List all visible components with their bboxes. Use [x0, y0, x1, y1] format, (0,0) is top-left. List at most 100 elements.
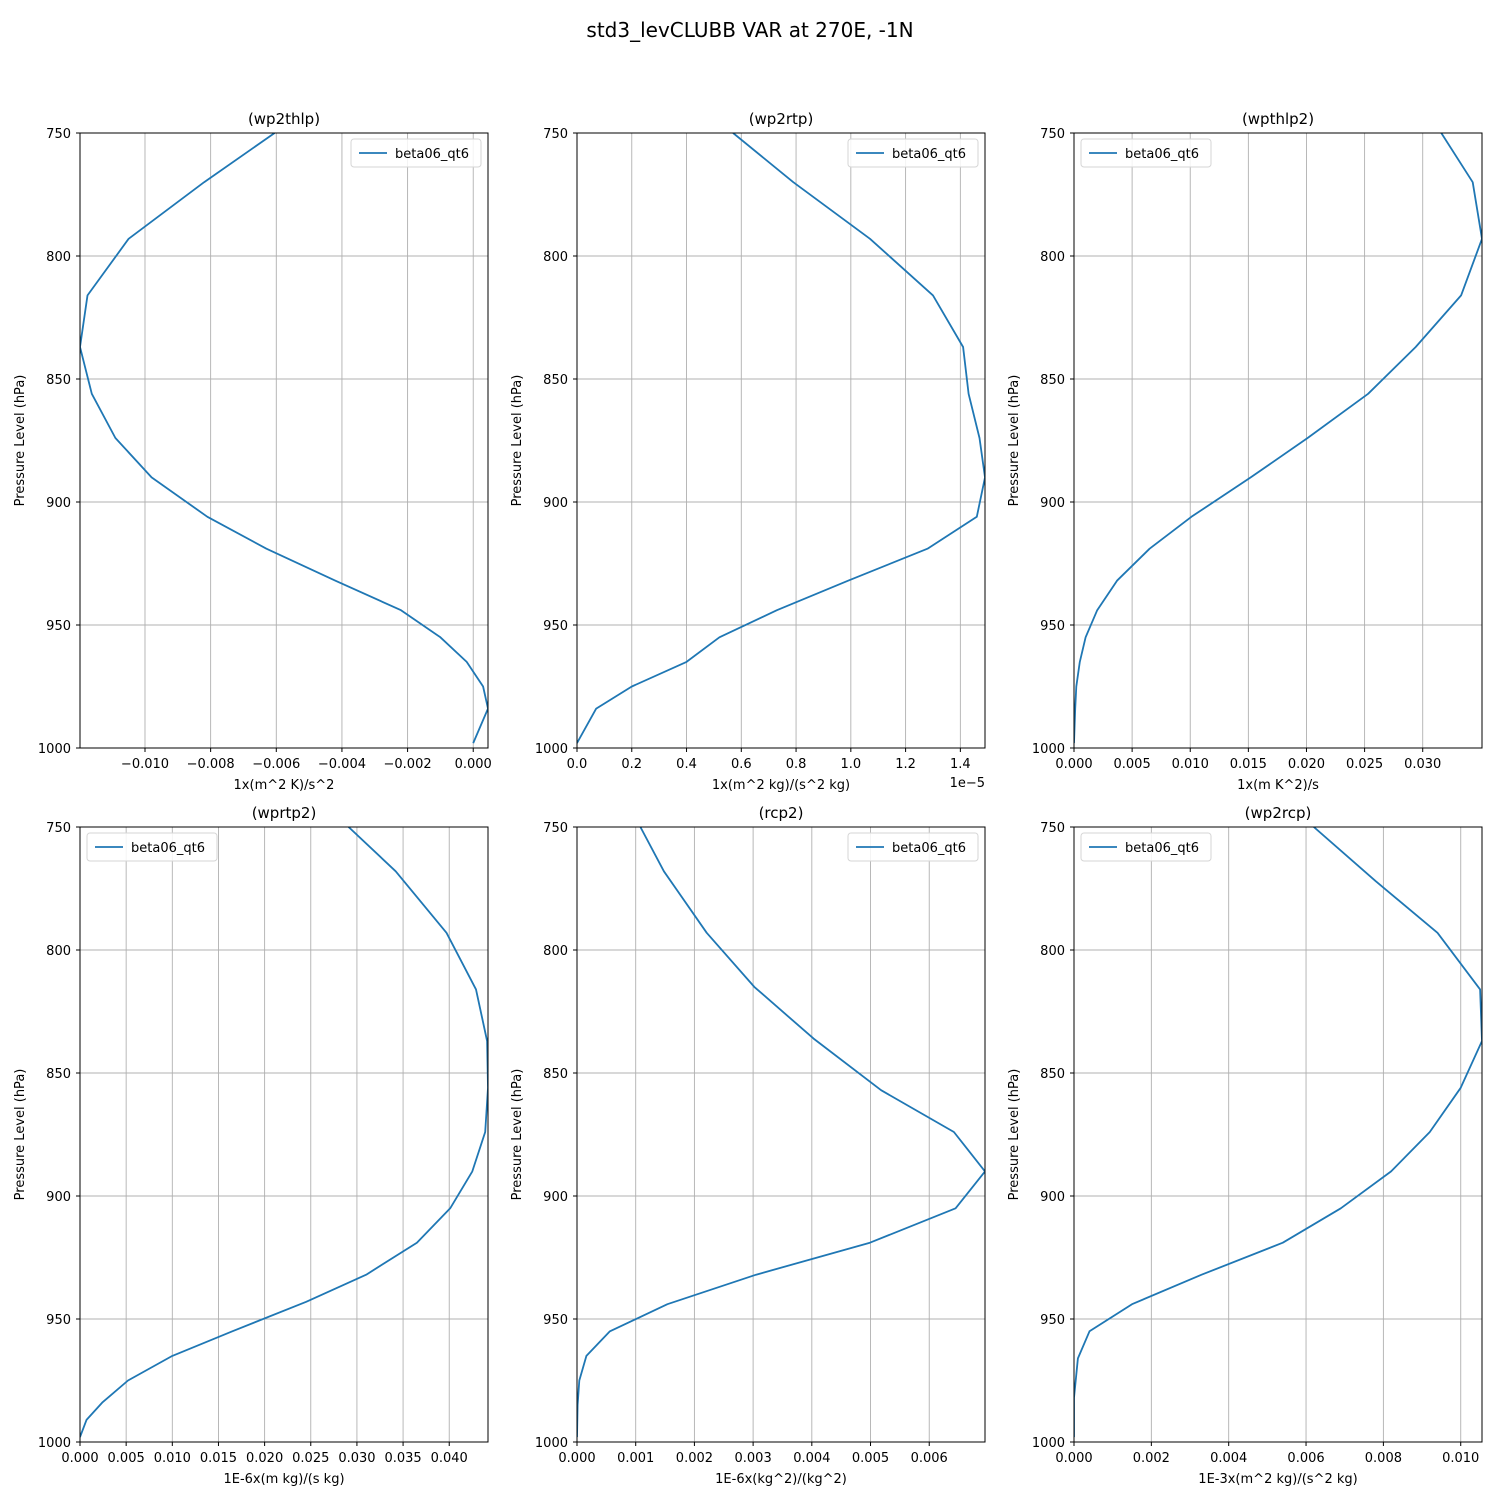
y-tick-label: 1000 [38, 742, 71, 757]
legend: beta06_qt6 [1080, 138, 1212, 168]
y-tick-label: 900 [1040, 1190, 1065, 1205]
y-tick-label: 950 [1040, 1313, 1065, 1328]
figure-title: std3_levCLUBB VAR at 270E, -1N [586, 18, 913, 42]
x-tick-label: −0.004 [318, 757, 366, 772]
legend-label: beta06_qt6 [131, 841, 205, 856]
y-axis-label: Pressure Level (hPa) [510, 1069, 525, 1201]
y-tick-label: 750 [46, 127, 71, 142]
y-tick-label: 1000 [1032, 742, 1065, 757]
plot-area [79, 826, 489, 1443]
x-tick-label: 0.010 [154, 1451, 191, 1466]
x-tick-label: 0.015 [200, 1451, 237, 1466]
panel-title: (wp2rcp) [1245, 804, 1312, 822]
x-tick-label: 0.005 [852, 1451, 889, 1466]
x-tick-label: 0.000 [1055, 1451, 1092, 1466]
y-tick-label: 750 [543, 127, 568, 142]
x-tick-label: 0.000 [61, 1451, 98, 1466]
legend-box [1080, 138, 1212, 168]
y-tick-label: 800 [46, 250, 71, 265]
x-tick-label: 0.002 [676, 1451, 713, 1466]
x-tick-label: 0.4 [676, 757, 697, 772]
y-tick-label: 750 [1040, 127, 1065, 142]
x-tick-label: 0.010 [1442, 1451, 1479, 1466]
chart-panel: 0.000 0.001 0.002 0.003 0.004 0.005 0.006 750 80… [510, 804, 986, 1487]
series-line [80, 133, 488, 744]
y-tick-label: 800 [46, 944, 71, 959]
x-tick-label: 0.005 [108, 1451, 145, 1466]
x-tick-label: 0.6 [731, 757, 752, 772]
x-tick-label: −0.002 [384, 757, 432, 772]
x-tick-label: 0.003 [735, 1451, 772, 1466]
legend: beta06_qt6 [350, 138, 482, 168]
legend: beta06_qt6 [1080, 832, 1212, 862]
legend-box [86, 832, 218, 862]
legend-box [1080, 832, 1212, 862]
x-axis-label: 1E-6x(kg^2)/(kg^2) [715, 1472, 847, 1487]
y-tick-label: 950 [543, 1313, 568, 1328]
y-tick-label: 850 [1040, 373, 1065, 388]
x-tick-label: 0.025 [1346, 757, 1383, 772]
chart-panel: 0.000 0.005 0.010 0.015 0.020 0.025 0.030 750 80… [1007, 110, 1483, 793]
legend-label: beta06_qt6 [1125, 147, 1199, 162]
x-tick-label: 0.006 [1287, 1451, 1324, 1466]
y-tick-label: 900 [543, 496, 568, 511]
x-tick-label: 0.001 [617, 1451, 654, 1466]
x-tick-label: 0.000 [1055, 757, 1092, 772]
x-tick-label: 0.004 [1210, 1451, 1247, 1466]
panel-title: (rcp2) [759, 804, 804, 822]
y-axis-label: Pressure Level (hPa) [510, 375, 525, 507]
y-tick-label: 800 [1040, 944, 1065, 959]
y-tick-label: 1000 [1032, 1436, 1065, 1451]
x-axis-label: 1x(m K^2)/s [1237, 778, 1319, 793]
legend-box [847, 138, 979, 168]
legend: beta06_qt6 [86, 832, 218, 862]
x-tick-label: −0.008 [187, 757, 235, 772]
x-axis-label: 1E-3x(m^2 kg)/(s^2 kg) [1198, 1472, 1357, 1487]
legend: beta06_qt6 [847, 138, 979, 168]
y-tick-label: 850 [1040, 1067, 1065, 1082]
x-tick-label: 0.002 [1133, 1451, 1170, 1466]
y-tick-label: 950 [543, 619, 568, 634]
y-axis-label: Pressure Level (hPa) [1007, 375, 1022, 507]
y-tick-label: 1000 [38, 1436, 71, 1451]
y-axis-label: Pressure Level (hPa) [13, 1069, 28, 1201]
y-tick-label: 750 [46, 821, 71, 836]
x-tick-label: −0.010 [121, 757, 169, 772]
panels: −0.010 −0.008 −0.006 −0.004 −0.002 0.000 750 80… [13, 110, 1483, 1487]
y-tick-label: 950 [46, 619, 71, 634]
y-tick-label: 850 [46, 1067, 71, 1082]
x-tick-label: 0.010 [1172, 757, 1209, 772]
chart-panel: 0.000 0.005 0.010 0.015 0.020 0.025 0.030 0.035… [13, 804, 489, 1487]
plot-area [79, 132, 489, 749]
series-line [577, 133, 985, 744]
legend-label: beta06_qt6 [892, 147, 966, 162]
x-tick-label: 0.000 [558, 1451, 595, 1466]
x-tick-label: 1.4 [950, 757, 971, 772]
x-tick-label: 0.015 [1230, 757, 1267, 772]
y-tick-label: 1000 [535, 742, 568, 757]
legend-box [350, 138, 482, 168]
series-line [1074, 827, 1482, 1438]
x-tick-label: 0.005 [1114, 757, 1151, 772]
y-tick-label: 800 [1040, 250, 1065, 265]
x-tick-label: 0.020 [1288, 757, 1325, 772]
y-tick-label: 900 [1040, 496, 1065, 511]
chart-panel: −0.010 −0.008 −0.006 −0.004 −0.002 0.000 750 80… [13, 110, 492, 793]
panel-title: (wp2thlp) [248, 110, 320, 128]
chart-panel: 0.000 0.002 0.004 0.006 0.008 0.010 750 800 850 9… [1007, 804, 1483, 1487]
x-axis-label: 1E-6x(m kg)/(s kg) [223, 1472, 344, 1487]
legend-box [847, 832, 979, 862]
y-axis-label: Pressure Level (hPa) [1007, 1069, 1022, 1201]
series-line [1074, 133, 1482, 744]
x-offset-label: 1e−5 [950, 776, 985, 791]
x-tick-label: 0.006 [911, 1451, 948, 1466]
y-tick-label: 950 [1040, 619, 1065, 634]
legend-label: beta06_qt6 [892, 841, 966, 856]
x-tick-label: 0.025 [292, 1451, 329, 1466]
y-tick-label: 750 [543, 821, 568, 836]
plot-area [576, 826, 986, 1443]
y-tick-label: 800 [543, 250, 568, 265]
panel-title: (wpthlp2) [1242, 110, 1314, 128]
panel-title: (wprtp2) [252, 804, 317, 822]
